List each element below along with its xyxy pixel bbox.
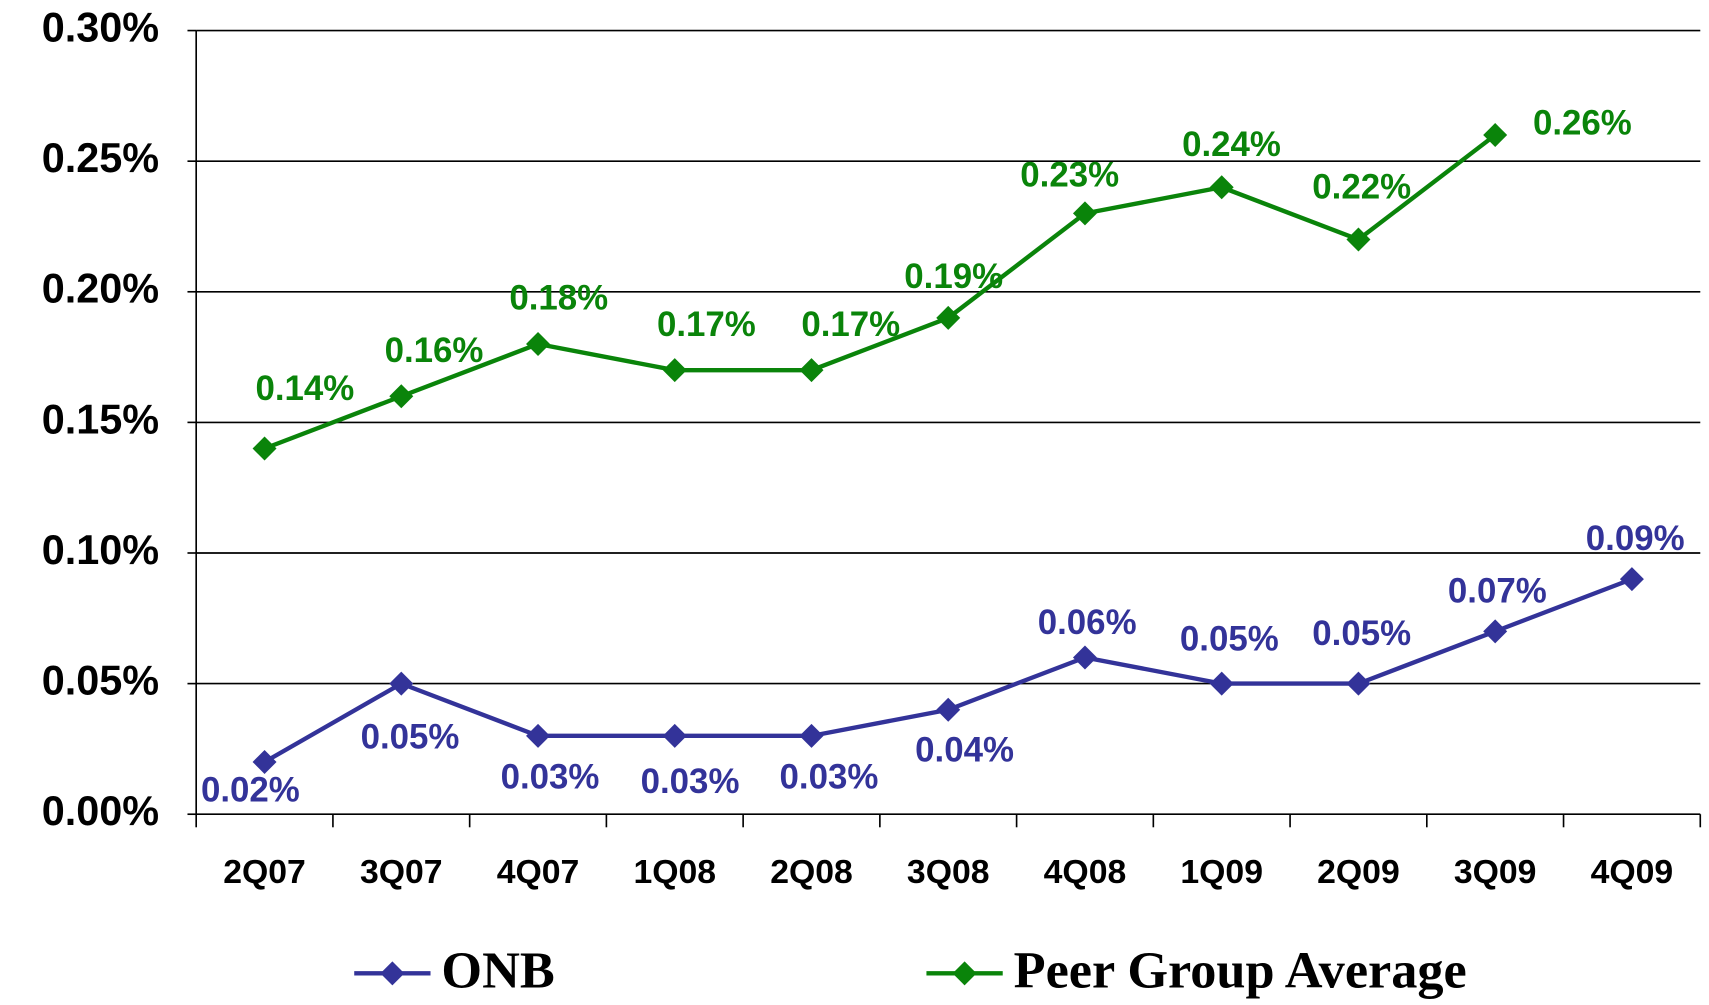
legend-label: ONB (441, 942, 554, 1000)
value-label: 0.23% (1020, 156, 1119, 195)
point (1619, 567, 1644, 592)
point (526, 332, 551, 357)
series-line (263, 133, 1497, 451)
x-tick-label: 1Q08 (633, 853, 716, 891)
point (389, 384, 414, 409)
x-tick-label: 3Q08 (907, 853, 990, 891)
value-label: 0.18% (509, 279, 608, 318)
point (389, 671, 414, 696)
value-label: 0.02% (201, 771, 300, 810)
y-tick-label: 0.15% (42, 396, 159, 442)
value-label: 0.03% (780, 758, 879, 797)
value-label: 0.04% (915, 730, 1014, 769)
value-label: 0.05% (1312, 614, 1411, 653)
point (936, 697, 961, 722)
legend-marker (952, 961, 977, 986)
x-tick-label: 1Q09 (1180, 853, 1263, 891)
point (1483, 619, 1508, 644)
value-label: 0.05% (1180, 619, 1279, 658)
value-label: 0.17% (657, 305, 756, 344)
point (1483, 123, 1508, 148)
point (1346, 227, 1371, 252)
point (526, 723, 551, 748)
point (1346, 671, 1371, 696)
y-tick-label: 0.00% (42, 788, 159, 834)
x-tick-label: 4Q08 (1044, 853, 1127, 891)
value-label: 0.22% (1312, 168, 1411, 207)
point (662, 723, 687, 748)
x-tick-label: 3Q09 (1454, 853, 1537, 891)
point (1209, 175, 1234, 200)
x-tick-label: 2Q09 (1317, 853, 1400, 891)
y-tick-label: 0.10% (42, 527, 159, 573)
x-tick-label: 2Q08 (770, 853, 853, 891)
value-label: 0.06% (1038, 603, 1137, 642)
x-tick-label: 2Q07 (223, 853, 306, 891)
point (799, 723, 824, 748)
value-label: 0.14% (255, 369, 354, 408)
value-label: 0.05% (361, 717, 460, 756)
value-label: 0.17% (801, 305, 900, 344)
y-tick-label: 0.20% (42, 266, 159, 312)
value-label: 0.03% (641, 762, 740, 801)
value-label: 0.19% (904, 257, 1003, 296)
x-tick-label: 3Q07 (360, 853, 443, 891)
legend-marker (380, 961, 405, 986)
y-tick-label: 0.25% (42, 135, 159, 181)
value-label: 0.07% (1448, 571, 1547, 610)
value-label: 0.26% (1533, 103, 1632, 142)
point (252, 436, 277, 461)
y-tick-label: 0.05% (42, 658, 159, 704)
value-label: 0.09% (1586, 519, 1685, 558)
value-label: 0.24% (1182, 125, 1281, 164)
legend-label: Peer Group Average (1014, 942, 1467, 1000)
value-label: 0.16% (385, 331, 484, 370)
x-tick-label: 4Q07 (497, 853, 580, 891)
y-tick-label: 0.30% (42, 5, 159, 51)
point (662, 358, 687, 383)
point (1072, 645, 1097, 670)
point (799, 358, 824, 383)
point (1209, 671, 1234, 696)
value-label: 0.03% (501, 758, 600, 797)
x-tick-label: 4Q09 (1591, 853, 1674, 891)
